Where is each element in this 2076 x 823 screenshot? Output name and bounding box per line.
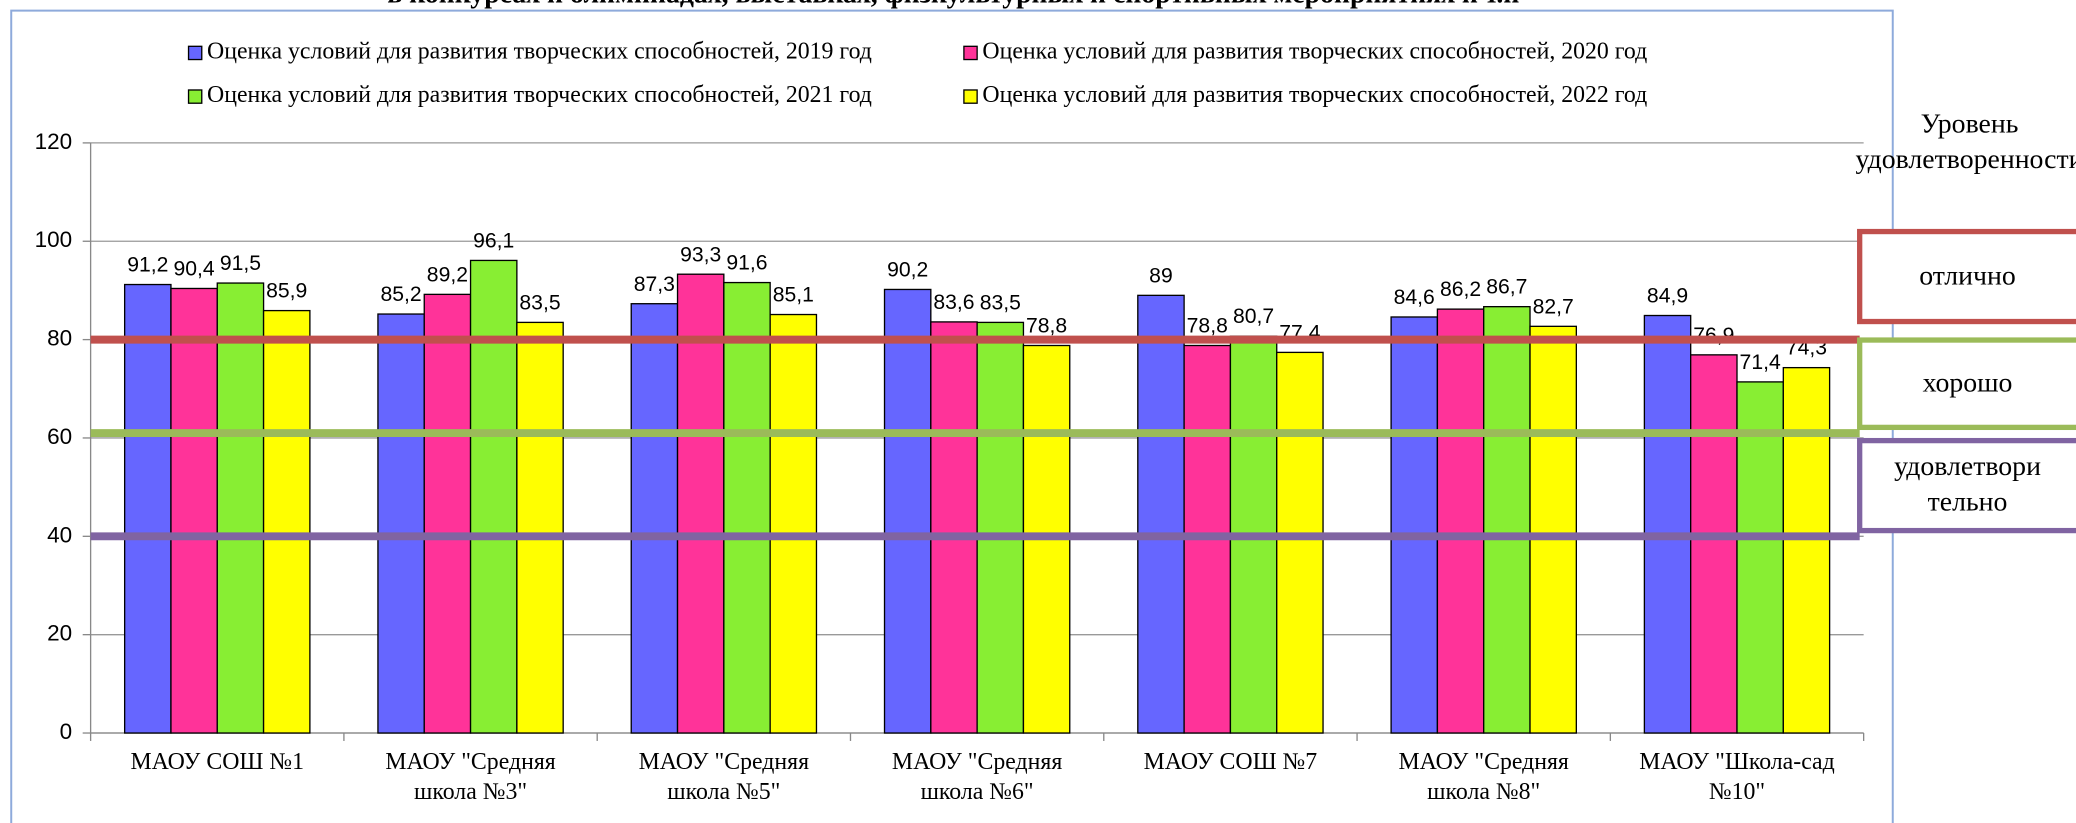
data-label: 84,6 <box>1394 286 1435 309</box>
x-tick-label-box: МАОУ "Средняя школа №3" <box>385 747 556 805</box>
y-tick-label: 40 <box>47 522 72 547</box>
bar <box>676 273 725 734</box>
data-label: 91,2 <box>127 254 168 277</box>
data-label: 91,5 <box>220 252 261 275</box>
data-label: 86,2 <box>1440 278 1481 301</box>
x-tick-label-box: МАОУ "Школа-сад №10" <box>1639 747 1835 805</box>
data-label: 90,2 <box>887 259 928 282</box>
bar <box>976 321 1025 734</box>
level-label: хорошо <box>1922 366 2013 399</box>
level-box <box>1857 337 2076 431</box>
legend-title: Уровень удовлетворенности <box>1855 107 2076 176</box>
bar <box>516 321 564 734</box>
bar <box>1736 381 1784 734</box>
x-tick-label-box: МАОУ "Средняя школа №8" <box>1398 747 1569 805</box>
y-tick-label: 60 <box>47 424 72 449</box>
bar <box>1483 305 1531 734</box>
x-tick-label: МАОУ "Средняя школа №6" <box>891 747 1063 805</box>
data-label: 87,3 <box>634 273 675 296</box>
legend-swatch <box>187 89 203 104</box>
legend-label: Оценка условий для развития творческих с… <box>207 38 872 64</box>
data-label: 90,4 <box>174 258 215 281</box>
x-tick-label: МАОУ "Средняя школа №5" <box>638 747 810 805</box>
data-label: 83,5 <box>980 291 1021 314</box>
legend-swatch <box>963 89 978 104</box>
y-tick-label: 20 <box>47 621 72 646</box>
chart-title: в конкурсах и олимпиадах, выставках, физ… <box>387 0 1519 9</box>
legend-label: Оценка условий для развития творческих с… <box>207 82 872 108</box>
bar <box>1643 314 1692 734</box>
bar <box>630 303 679 734</box>
y-tick-label: 120 <box>35 129 73 154</box>
bar <box>216 282 265 734</box>
y-tick-label: 100 <box>35 227 73 252</box>
x-tick-label: МАОУ СОШ №1 <box>130 747 305 775</box>
data-label: 83,5 <box>519 291 560 314</box>
x-tick-label: МАОУ "Средняя школа №3" <box>385 747 556 805</box>
bar <box>1690 354 1738 734</box>
bar <box>769 313 818 734</box>
data-label: 85,1 <box>773 284 814 307</box>
data-label: 82,7 <box>1533 295 1574 318</box>
data-label: 89,2 <box>427 263 468 286</box>
bar <box>930 321 978 734</box>
data-label: 91,6 <box>726 252 767 275</box>
x-tick-label-box: МАОУ "Средняя школа №6" <box>891 747 1063 805</box>
data-label: 80,7 <box>1233 305 1274 328</box>
bar <box>1390 316 1439 734</box>
bar <box>1137 294 1185 734</box>
level-label-box: удовлетвори тельно <box>1894 449 2041 518</box>
x-tick-label-box: МАОУ "Средняя школа №5" <box>638 747 810 805</box>
data-label: 84,9 <box>1647 285 1688 308</box>
bar <box>377 313 425 734</box>
data-label: 71,4 <box>1740 351 1781 374</box>
level-label: отлично <box>1919 259 2016 292</box>
data-label: 93,3 <box>680 243 721 266</box>
legend-title-box: Уровень удовлетворенности <box>1855 107 2076 176</box>
legend-swatch <box>187 45 203 61</box>
x-tick-label: МАОУ СОШ №7 <box>1143 747 1318 775</box>
legend-label: Оценка условий для развития творческих с… <box>982 38 1647 64</box>
data-label: 86,7 <box>1486 276 1527 299</box>
bar <box>123 283 172 734</box>
data-label: 96,1 <box>473 230 514 253</box>
x-tick-label: МАОУ "Школа-сад №10" <box>1639 747 1835 805</box>
bar <box>1782 366 1831 734</box>
x-tick-label: МАОУ "Средняя школа №8" <box>1398 747 1569 805</box>
x-tick-label-box: МАОУ СОШ №1 <box>130 747 305 775</box>
bar <box>262 309 311 734</box>
bar <box>469 259 518 734</box>
data-label: 78,8 <box>1187 315 1228 338</box>
bar <box>1436 308 1485 734</box>
bar <box>1276 351 1324 734</box>
data-label: 89 <box>1149 264 1173 287</box>
bar <box>723 281 771 734</box>
legend-label: Оценка условий для развития творческих с… <box>982 82 1647 108</box>
data-label: 83,6 <box>933 291 974 314</box>
legend-swatch <box>963 45 978 61</box>
data-label: 85,2 <box>380 283 421 306</box>
data-label: 85,9 <box>266 280 307 303</box>
level-label-box: отлично <box>1919 259 2016 292</box>
level-box <box>1857 437 2076 534</box>
y-tick-label: 80 <box>47 326 72 351</box>
bar <box>1529 325 1577 734</box>
level-label-box: хорошо <box>1922 366 2013 399</box>
bar <box>423 293 472 734</box>
level-label: удовлетвори тельно <box>1894 449 2041 518</box>
y-tick-label: 0 <box>60 719 73 744</box>
bar <box>170 287 218 734</box>
bar <box>883 288 932 734</box>
level-box <box>1857 228 2076 325</box>
data-label: 78,8 <box>1026 315 1067 338</box>
x-tick-label-box: МАОУ СОШ №7 <box>1143 747 1318 775</box>
